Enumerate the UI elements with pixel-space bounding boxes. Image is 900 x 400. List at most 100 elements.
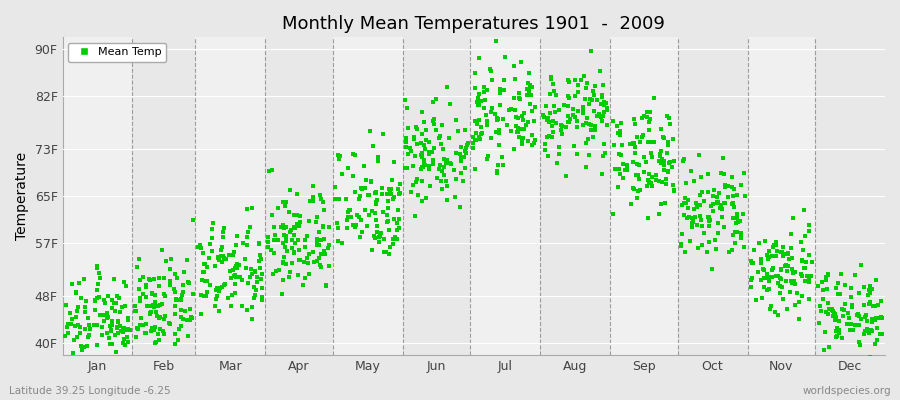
Point (276, 225, 291, 231)
Point (673, 241, 688, 247)
Point (767, 242, 781, 248)
Point (686, 216, 700, 223)
Point (306, 249, 320, 255)
Point (170, 275, 184, 282)
Point (116, 329, 130, 336)
Title: Monthly Mean Temperatures 1901  -  2009: Monthly Mean Temperatures 1901 - 2009 (283, 15, 665, 33)
Point (489, 38, 503, 44)
Point (584, 48, 598, 54)
Point (623, 141, 637, 148)
Point (228, 289, 242, 296)
Point (468, 118, 482, 124)
Point (312, 192, 327, 198)
Point (243, 224, 257, 230)
Point (599, 104, 614, 111)
Point (106, 300, 121, 307)
Point (821, 300, 835, 306)
Point (168, 311, 183, 317)
Point (802, 228, 816, 235)
Point (751, 269, 765, 275)
Point (713, 204, 727, 211)
Point (734, 182, 749, 188)
Point (711, 220, 725, 226)
Text: worldspecies.org: worldspecies.org (803, 386, 891, 396)
Point (264, 247, 278, 254)
Point (158, 258, 173, 264)
Point (214, 247, 229, 253)
Point (406, 162, 420, 169)
Point (443, 160, 457, 167)
Point (248, 287, 263, 294)
Point (695, 242, 709, 248)
Point (330, 220, 345, 226)
Point (310, 236, 324, 242)
Point (862, 290, 877, 296)
Point (778, 262, 793, 268)
Point (765, 264, 779, 271)
Point (595, 118, 609, 125)
Point (526, 140, 541, 146)
Point (457, 165, 472, 172)
Point (469, 130, 483, 136)
Point (193, 241, 207, 248)
Point (128, 308, 142, 314)
Point (225, 266, 239, 273)
Point (795, 258, 809, 264)
Point (580, 115, 594, 122)
Point (852, 290, 867, 296)
Point (714, 170, 728, 176)
Point (634, 134, 649, 140)
Point (183, 306, 197, 312)
Point (72, 280, 86, 287)
Point (225, 291, 239, 298)
Point (369, 217, 383, 223)
Point (726, 186, 741, 193)
Point (636, 169, 651, 175)
Point (143, 310, 157, 317)
Point (414, 140, 428, 146)
Point (392, 181, 407, 188)
Point (666, 158, 680, 164)
Point (643, 127, 657, 134)
Point (278, 235, 293, 241)
Point (346, 222, 360, 228)
Point (133, 315, 148, 321)
Point (658, 200, 672, 206)
Point (721, 193, 735, 200)
Point (138, 330, 152, 337)
Point (175, 296, 189, 303)
Point (205, 226, 220, 232)
Point (313, 195, 328, 202)
Point (287, 224, 302, 230)
Point (209, 286, 223, 293)
Point (764, 253, 778, 260)
Point (643, 109, 657, 116)
Point (195, 250, 210, 256)
Point (398, 97, 412, 104)
Point (149, 312, 164, 319)
Point (620, 166, 634, 173)
Point (591, 111, 606, 118)
Point (69, 308, 84, 314)
Point (120, 334, 134, 340)
Point (142, 276, 157, 282)
Point (850, 311, 865, 318)
Point (633, 139, 647, 145)
Point (252, 258, 266, 264)
Point (68, 323, 82, 330)
Point (616, 161, 630, 167)
Bar (266, 37, 333, 355)
Point (365, 247, 380, 254)
Point (422, 162, 436, 169)
Point (628, 150, 643, 156)
Point (82, 332, 96, 338)
Point (678, 248, 692, 255)
Point (798, 259, 813, 266)
Point (712, 190, 726, 196)
Point (276, 260, 291, 266)
Point (796, 265, 811, 271)
Point (829, 334, 843, 340)
Point (576, 104, 590, 110)
Point (655, 156, 670, 162)
Point (636, 154, 651, 160)
